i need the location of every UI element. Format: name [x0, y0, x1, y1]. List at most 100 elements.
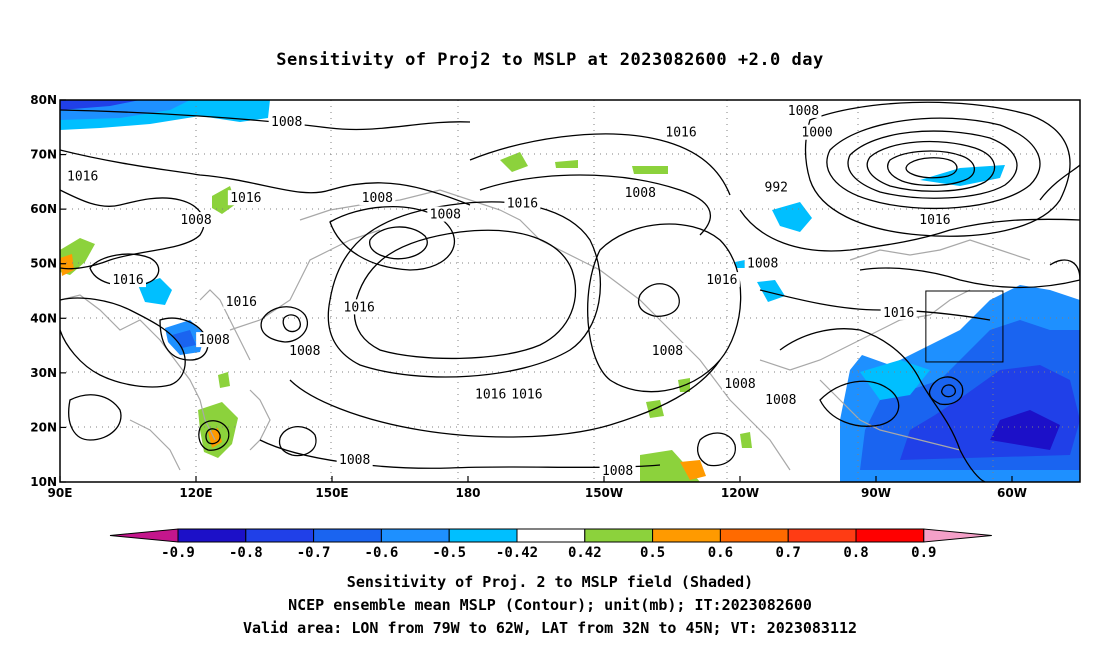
colorbar-low-arrow: [109, 528, 179, 543]
colorbar-label: 0.42: [568, 545, 602, 561]
lat-lon-grid: [60, 100, 1080, 482]
contour-label: 1016: [919, 213, 950, 228]
colorbar-bin: [448, 528, 518, 543]
contour-label-bg: [508, 386, 545, 402]
contour-label: 1008: [724, 377, 755, 392]
coastlines: [60, 189, 1031, 471]
contour-label-bg: [762, 179, 791, 195]
mslp-contours: [60, 101, 1080, 482]
contour-label-bg: [504, 195, 541, 211]
contour-label-bg: [196, 332, 233, 348]
lat-label: 80N: [30, 93, 57, 107]
colorbar-label: -0.9: [161, 545, 195, 561]
lon-label: 120E: [179, 486, 212, 500]
contour-label: 1008: [271, 115, 302, 130]
colorbar-bin: [245, 528, 315, 543]
contour-label-bg: [599, 463, 636, 479]
colorbar-bin: [652, 528, 721, 543]
contour-label: 1016: [344, 300, 375, 315]
latitude-axis: 80N 70N 60N 50N 40N 30N 20N 10N: [30, 93, 66, 489]
contour-label: 1000: [801, 126, 832, 141]
contour-label-bg: [880, 304, 917, 320]
contour-label-bg: [722, 375, 758, 391]
contour-label: 992: [765, 180, 788, 195]
contour-label-bg: [799, 124, 836, 140]
contour-label: 1016: [67, 169, 98, 184]
colorbar-bin: [787, 528, 857, 543]
lat-label: 20N: [30, 420, 57, 434]
map-title: Sensitivity of Proj2 to MSLP at 20230826…: [276, 50, 824, 70]
contour-label: 1016: [507, 197, 538, 212]
contour-label-bg: [336, 452, 373, 468]
contour-label-bg: [227, 190, 264, 206]
contour-label-bg: [110, 272, 146, 288]
colorbar-bin: [584, 528, 654, 543]
lat-label: 60N: [30, 202, 57, 216]
contour-label: 1008: [198, 333, 229, 348]
colorbar-bin: [719, 528, 789, 543]
lon-label: 60W: [997, 486, 1027, 500]
contour-label: 1008: [339, 453, 370, 468]
contour-label-bg: [663, 124, 700, 140]
lon-label: 150E: [315, 486, 348, 500]
map-frame: [59, 99, 1081, 483]
colorbar-bin: [516, 528, 586, 543]
lat-label: 70N: [30, 148, 57, 162]
contour-label: 1016: [230, 191, 261, 206]
contour-label-bg: [916, 212, 953, 228]
contour-label-bg: [703, 272, 740, 288]
contour-label: 1008: [765, 393, 796, 408]
contour-label-bg: [427, 206, 464, 222]
contour-label: 1008: [625, 186, 656, 201]
colorbar-label: -0.8: [229, 545, 263, 561]
plot-area: 1008 1016 1016 1008 1008 1016 1008 1016 1008 1000…: [60, 100, 1080, 482]
contour-labels: 1008 1016 1016 1008 1008 1016 1008 1016 1008 1000…: [64, 102, 953, 479]
contour-label: 1008: [180, 213, 211, 228]
colorbar-bin: [855, 528, 925, 543]
colorbar-bin: [313, 528, 382, 543]
contour-label: 1008: [788, 104, 819, 119]
contour-label-bg: [785, 102, 822, 118]
contour-label: 1016: [475, 388, 506, 403]
colorbar-high-arrow: [923, 528, 992, 543]
colorbar-label: -0.5: [432, 545, 466, 561]
contour-label-bg: [286, 343, 323, 359]
lon-label: 90E: [48, 486, 73, 500]
colorbar-label: 0.8: [843, 545, 868, 561]
colorbar-label: -0.6: [365, 545, 399, 561]
contour-label: 1008: [430, 208, 461, 223]
lat-label: 30N: [30, 366, 57, 380]
contour-label: 1008: [747, 257, 778, 272]
contour-label: 1016: [112, 273, 143, 288]
contour-label-bg: [359, 190, 396, 206]
colorbar-bin: [380, 528, 450, 543]
contour-label-bg: [622, 184, 659, 200]
lon-label: 150W: [585, 486, 623, 500]
contour-label: 1016: [883, 306, 914, 321]
contour-label-bg: [178, 212, 214, 228]
longitude-axis: 90E 120E 150E 180 150W 120W 90W 60W: [48, 476, 1027, 500]
contour-label: 1016: [706, 273, 737, 288]
contour-label-bg: [268, 113, 305, 129]
contour-label-bg: [649, 343, 686, 359]
contour-label: 1008: [362, 191, 393, 206]
colorbar-label: 0.6: [708, 545, 733, 561]
caption-valid-area: Valid area: LON from 79W to 62W, LAT fro…: [242, 619, 858, 637]
contour-label: 1008: [289, 344, 320, 359]
contour-label: 1016: [511, 388, 542, 403]
lon-label: 90W: [861, 486, 891, 500]
contour-label: 1008: [602, 464, 633, 479]
colorbar-label: 0.9: [911, 545, 936, 561]
colorbar-bin: [177, 528, 247, 543]
colorbar-label: -0.7: [297, 545, 331, 561]
contour-label: 1016: [226, 295, 257, 310]
contour-label: 1008: [652, 344, 683, 359]
lat-label: 40N: [30, 311, 57, 325]
contour-label-bg: [223, 293, 260, 309]
contour-label-bg: [472, 386, 509, 402]
valid-area-box: [925, 290, 1004, 363]
colorbar-label: 0.7: [776, 545, 801, 561]
contour-label-bg: [341, 299, 378, 315]
colorbar-label: -0.42: [496, 545, 538, 561]
